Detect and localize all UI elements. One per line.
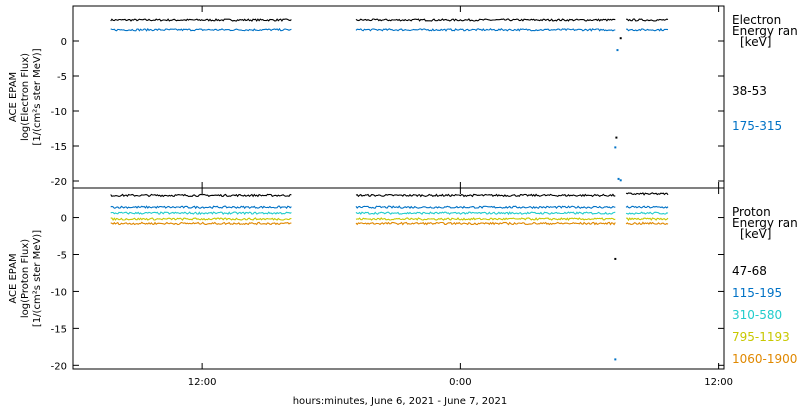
outlier-point-electron <box>616 49 619 52</box>
legend-entry-electron: 175-315 <box>732 119 782 133</box>
plot-frame-proton <box>72 187 725 370</box>
legend-title-electron: [keV] <box>740 35 771 49</box>
legend-title-electron: Energy ran <box>732 24 798 38</box>
y-axis-label-electron: ACE EPAM <box>8 72 19 122</box>
legend-entry-proton: 47-68 <box>732 264 767 278</box>
series-proton-795-1193 <box>355 217 616 221</box>
y-tick-label-proton: -15 <box>51 324 67 335</box>
legend-title-proton: Energy ran <box>732 216 798 230</box>
series-proton-1060-1900 <box>625 221 669 225</box>
y-tick-label-proton: -10 <box>51 287 67 298</box>
series-proton-115-195 <box>625 205 669 209</box>
outlier-point-electron <box>615 136 618 139</box>
series-electron-38-53 <box>626 18 669 22</box>
series-electron-175-315 <box>355 28 616 32</box>
y-axis-label-electron: [1/(cm²s ster MeV)] <box>32 48 43 145</box>
outlier-point-proton <box>614 257 617 260</box>
series-electron-175-315 <box>626 27 669 32</box>
y-tick-label-electron: -20 <box>51 177 67 188</box>
series-electron-38-53 <box>110 18 292 22</box>
outlier-point-electron <box>614 146 617 149</box>
series-electron-38-53 <box>355 18 616 22</box>
outlier-point-electron <box>617 177 620 180</box>
y-tick-label-electron: -15 <box>51 142 67 153</box>
series-proton-795-1193 <box>110 217 292 222</box>
series-proton-1060-1900 <box>355 221 616 226</box>
x-tick-label: 12:00 <box>188 377 217 388</box>
series-proton-310-580 <box>625 211 669 215</box>
legend-title-electron: Electron <box>732 13 781 27</box>
legend-entry-proton: 310-580 <box>732 308 782 322</box>
legend-title-proton: [keV] <box>740 227 771 241</box>
y-tick-label-electron: -10 <box>51 107 67 118</box>
legend-entry-electron: 38-53 <box>732 84 767 98</box>
series-proton-310-580 <box>110 211 292 216</box>
plot-frame-electron <box>72 5 725 189</box>
y-axis-label-proton: ACE EPAM <box>8 253 19 303</box>
series-proton-115-195 <box>110 205 292 210</box>
y-tick-label-proton: -20 <box>51 361 67 372</box>
series-proton-795-1193 <box>626 217 669 222</box>
series-proton-310-580 <box>355 211 616 216</box>
y-axis-label-proton: log(Proton Flux) <box>20 239 31 318</box>
legend-entry-proton: 1060-1900 <box>732 352 797 366</box>
x-tick-label: 12:00 <box>704 377 733 388</box>
x-tick-label: 0:00 <box>449 377 471 388</box>
x-axis-label: hours:minutes, June 6, 2021 - June 7, 20… <box>293 396 508 407</box>
y-tick-label-proton: -5 <box>57 250 67 261</box>
y-tick-label-electron: 0 <box>61 37 67 48</box>
series-proton-47-68 <box>625 192 669 196</box>
outlier-point-proton <box>614 358 617 361</box>
legend-entry-proton: 115-195 <box>732 286 782 300</box>
series-proton-47-68 <box>110 193 292 198</box>
series-proton-115-195 <box>355 205 616 209</box>
series-electron-175-315 <box>110 27 292 32</box>
series-proton-1060-1900 <box>110 221 292 226</box>
y-tick-label-proton: 0 <box>61 214 67 225</box>
y-tick-label-electron: -5 <box>57 72 67 83</box>
outlier-point-electron <box>619 37 622 40</box>
y-axis-label-electron: log(Electron Flux) <box>20 53 31 141</box>
series-proton-47-68 <box>355 193 616 198</box>
legend-title-proton: Proton <box>732 205 771 219</box>
outlier-point-electron <box>619 179 622 182</box>
legend-entry-proton: 795-1193 <box>732 330 790 344</box>
y-axis-label-proton: [1/(cm²s ster MeV)] <box>32 230 43 327</box>
